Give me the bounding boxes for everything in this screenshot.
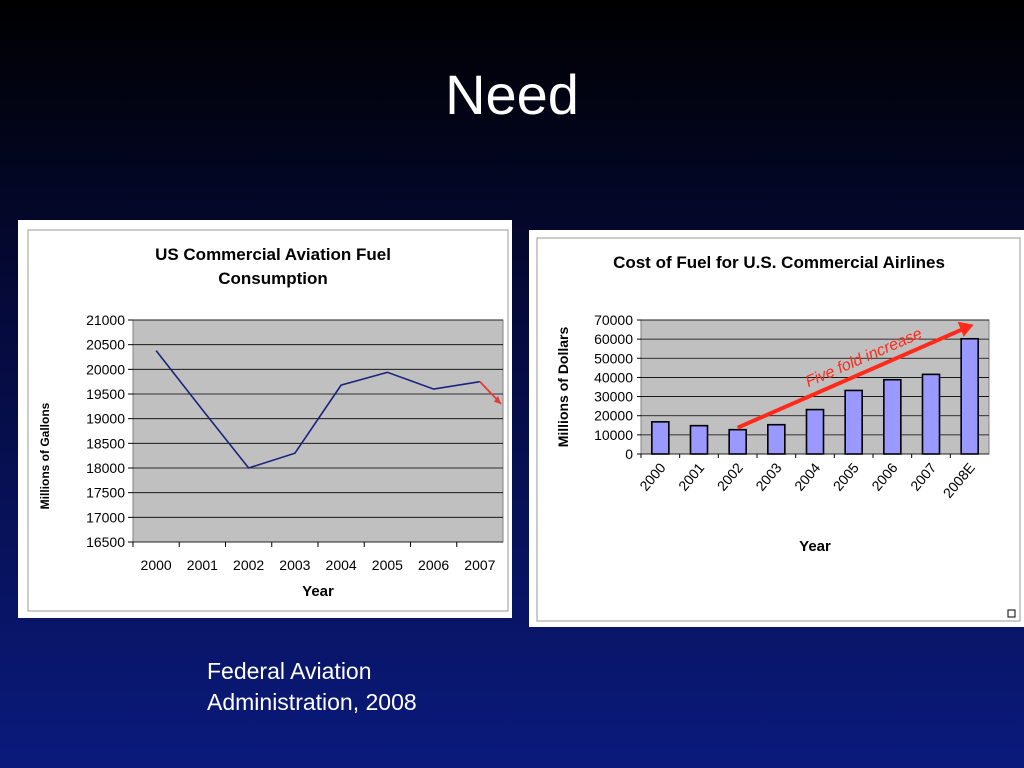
source-line-1: Federal Aviation bbox=[207, 658, 372, 684]
chart2-bar bbox=[883, 378, 902, 455]
chart1-y-tick-label: 19000 bbox=[86, 411, 125, 427]
fuel-consumption-chart: US Commercial Aviation Fuel Consumption … bbox=[18, 220, 512, 618]
chart2-increase-arrowhead bbox=[957, 321, 974, 337]
chart2-x-axis-label: Year bbox=[799, 538, 831, 555]
chart2-bar bbox=[921, 373, 941, 455]
chart1-title-line2: Consumption bbox=[218, 269, 328, 288]
chart1-x-tick-label: 2001 bbox=[187, 557, 218, 573]
chart2-bar bbox=[728, 428, 747, 455]
resize-handle-icon bbox=[1007, 609, 1016, 618]
chart1-title-line1: US Commercial Aviation Fuel bbox=[155, 245, 391, 264]
chart2-y-tick-label: 70000 bbox=[594, 312, 633, 328]
chart2-bar bbox=[651, 421, 670, 455]
chart1-y-tick-label: 20500 bbox=[86, 337, 125, 353]
chart1-trend-arrowhead bbox=[494, 395, 501, 404]
chart1-y-tick-label: 20000 bbox=[86, 361, 125, 377]
chart1-y-tick-label: 21000 bbox=[86, 312, 125, 328]
chart2-y-tick-label: 10000 bbox=[594, 427, 633, 443]
chart2-bar bbox=[844, 389, 863, 455]
chart2-y-tick-label: 50000 bbox=[594, 350, 633, 366]
chart2-y-tick-label: 30000 bbox=[594, 389, 633, 405]
chart1-y-axis-label: Millions of Gallons bbox=[38, 402, 52, 509]
chart2-bar bbox=[805, 408, 825, 455]
fuel-consumption-svg: US Commercial Aviation Fuel Consumption … bbox=[27, 229, 509, 612]
chart2-bar bbox=[767, 423, 786, 455]
chart2-y-tick-label: 0 bbox=[625, 446, 633, 462]
chart1-y-tick-label: 16500 bbox=[86, 534, 125, 550]
fuel-cost-svg: Cost of Fuel for U.S. Commercial Airline… bbox=[536, 237, 1021, 622]
chart1-x-tick-label: 2002 bbox=[233, 557, 264, 573]
chart2-y-axis-label: Millions of Dollars bbox=[555, 327, 571, 448]
chart2-bar bbox=[960, 337, 979, 455]
chart2-bar bbox=[689, 424, 709, 455]
chart2-y-tick-label: 60000 bbox=[594, 331, 633, 347]
fuel-cost-chart: Cost of Fuel for U.S. Commercial Airline… bbox=[529, 230, 1024, 627]
chart1-y-tick-label: 17500 bbox=[86, 485, 125, 501]
chart2-y-tick-label: 40000 bbox=[594, 369, 633, 385]
chart2-y-tick-label: 20000 bbox=[594, 408, 633, 424]
chart2-title: Cost of Fuel for U.S. Commercial Airline… bbox=[613, 253, 945, 272]
chart1-x-tick-label: 2000 bbox=[141, 557, 172, 573]
chart1-x-tick-label: 2007 bbox=[464, 557, 495, 573]
source-citation: Federal Aviation Administration, 2008 bbox=[207, 656, 507, 718]
slide-title: Need bbox=[445, 63, 579, 126]
chart1-x-tick-label: 2005 bbox=[372, 557, 403, 573]
chart1-y-tick-label: 18000 bbox=[86, 460, 125, 476]
chart1-x-tick-label: 2006 bbox=[418, 557, 449, 573]
chart1-x-tick-label: 2004 bbox=[326, 557, 357, 573]
chart1-y-tick-label: 19500 bbox=[86, 386, 125, 402]
chart1-y-tick-label: 18500 bbox=[86, 435, 125, 451]
chart1-x-tick-label: 2003 bbox=[279, 557, 310, 573]
chart1-y-tick-label: 17000 bbox=[86, 509, 125, 525]
chart2-increase-arrow bbox=[736, 326, 965, 430]
chart1-x-axis-label: Year bbox=[302, 583, 334, 600]
chart1-series-line bbox=[155, 350, 481, 469]
chart1-plot-area bbox=[132, 319, 504, 543]
source-line-2: Administration, 2008 bbox=[207, 689, 417, 715]
